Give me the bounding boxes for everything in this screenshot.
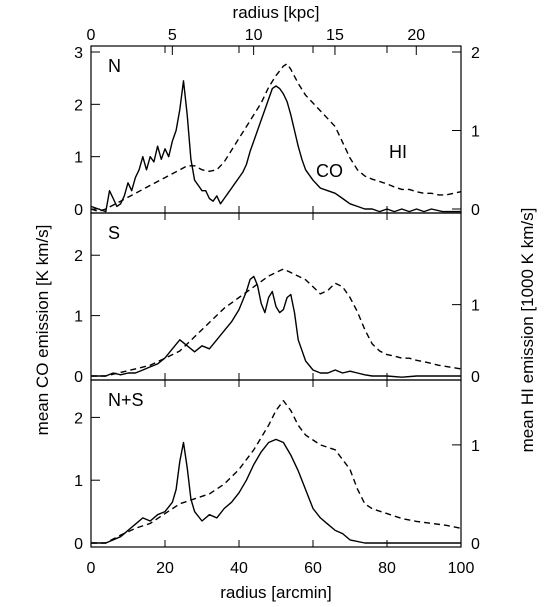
top-tick-label-10: 10 — [245, 27, 263, 44]
series-co-line-panel-2 — [91, 275, 461, 378]
bottom-tick-label-20: 20 — [156, 560, 174, 577]
right-tick-label-1-2: 2 — [471, 45, 480, 62]
bottom-tick-label-60: 60 — [304, 560, 322, 577]
series-co-line-panel-3 — [91, 438, 461, 544]
hi-annotation: HI — [389, 142, 407, 162]
panel-label-1: N — [108, 56, 121, 76]
top-axis-title: radius [kpc] — [233, 3, 320, 22]
series-hi-line-panel-3 — [91, 400, 462, 544]
panel-label-3: N+S — [108, 390, 144, 410]
left-axis-title: mean CO emission [K km/s] — [33, 225, 52, 436]
panel-label-2: S — [108, 223, 120, 243]
right-tick-label-1-0: 0 — [471, 202, 480, 219]
series-hi-line-panel-1 — [90, 63, 462, 213]
panel-frame-3 — [90, 379, 462, 548]
top-tick-label-15: 15 — [326, 27, 344, 44]
series-co-line-panel-1 — [90, 80, 461, 213]
left-tick-label-1-2: 2 — [74, 97, 83, 114]
left-tick-label-1-3: 3 — [74, 45, 83, 62]
bottom-tick-label-80: 80 — [378, 560, 396, 577]
left-tick-label-3-0: 0 — [74, 536, 83, 553]
series-hi-line-panel-2 — [91, 268, 462, 377]
left-tick-label-2-1: 1 — [74, 309, 83, 326]
bottom-tick-label-100: 100 — [448, 560, 475, 577]
left-tick-label-2-0: 0 — [74, 369, 83, 386]
top-tick-label-20: 20 — [407, 27, 425, 44]
left-tick-label-1-0: 0 — [74, 202, 83, 219]
top-tick-label-5: 5 — [168, 27, 177, 44]
right-tick-label-3-1: 1 — [471, 438, 480, 455]
left-tick-label-1-1: 1 — [74, 150, 83, 167]
right-tick-label-2-1: 1 — [471, 298, 480, 315]
bottom-tick-label-40: 40 — [230, 560, 248, 577]
left-tick-label-2-2: 2 — [74, 248, 83, 265]
top-tick-label-0: 0 — [87, 27, 96, 44]
right-tick-label-2-0: 0 — [471, 369, 480, 386]
co-annotation: CO — [316, 161, 343, 181]
left-tick-label-3-2: 2 — [74, 410, 83, 427]
right-tick-label-3-0: 0 — [471, 536, 480, 553]
left-tick-label-3-1: 1 — [74, 473, 83, 490]
bottom-tick-label-0: 0 — [87, 560, 96, 577]
right-axis-title: mean HI emission [1000 K km/s] — [518, 208, 537, 453]
right-tick-label-1-1: 1 — [471, 124, 480, 141]
bottom-axis-title: radius [arcmin] — [220, 583, 331, 602]
panel-frame-2 — [90, 212, 462, 381]
